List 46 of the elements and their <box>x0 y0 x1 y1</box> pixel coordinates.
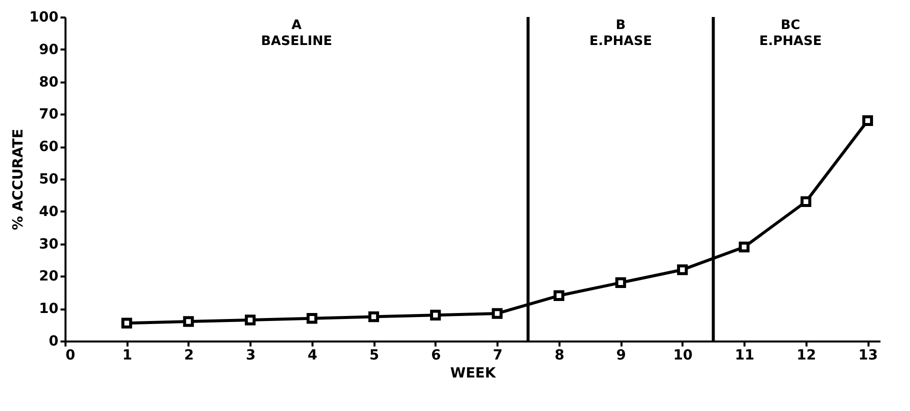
point <box>677 264 688 276</box>
x-tick-label: 10 <box>673 348 693 364</box>
x-tick-label: 0 <box>66 348 76 364</box>
x-tick-label: 7 <box>492 348 503 364</box>
point <box>492 308 503 319</box>
x-tick-label: 3 <box>246 348 256 364</box>
point <box>862 115 874 126</box>
x-tick-label: 4 <box>308 348 318 364</box>
y-tick-label: 20 <box>39 268 59 285</box>
annotation: BASELINE <box>260 34 332 49</box>
x-tick-label: 8 <box>554 348 564 364</box>
y-tick-label: 40 <box>39 204 59 220</box>
y-tick-label: 90 <box>39 42 59 58</box>
x-tick-label: 6 <box>431 348 441 364</box>
x-tick-label: 9 <box>616 348 626 364</box>
x-tick-label: 2 <box>184 348 194 364</box>
point <box>306 312 318 324</box>
annotation: B <box>616 18 626 33</box>
point <box>183 316 194 327</box>
point <box>738 242 750 252</box>
x-tick-label: 5 <box>369 348 380 364</box>
point <box>244 314 256 326</box>
y-tick-label: 0 <box>48 334 59 350</box>
y-axis-title: % ACCURATE <box>10 128 26 230</box>
point <box>554 290 564 302</box>
y-tick-label: 70 <box>39 106 59 123</box>
annotation: E.PHASE <box>759 34 822 49</box>
y-tick-label: 50 <box>39 172 59 188</box>
x-tick-label: 12 <box>796 348 816 364</box>
point <box>121 318 132 329</box>
y-tick-label: 10 <box>39 301 59 318</box>
point <box>368 311 380 322</box>
point <box>800 196 812 208</box>
annotation: A <box>292 18 302 33</box>
x-tick-label: 13 <box>858 348 878 364</box>
annotation: E.PHASE <box>589 34 652 49</box>
y-tick-label: 60 <box>39 139 59 156</box>
point <box>615 277 626 288</box>
y-tick-label: 100 <box>29 10 59 26</box>
y-tick-label: 30 <box>39 236 59 252</box>
x-tick-label: 11 <box>734 348 754 364</box>
y-tick-label: 80 <box>39 74 59 90</box>
annotation: BC <box>780 18 800 33</box>
x-axis-title: WEEK <box>450 366 497 382</box>
point <box>430 310 441 320</box>
x-tick-label: 1 <box>122 348 132 364</box>
